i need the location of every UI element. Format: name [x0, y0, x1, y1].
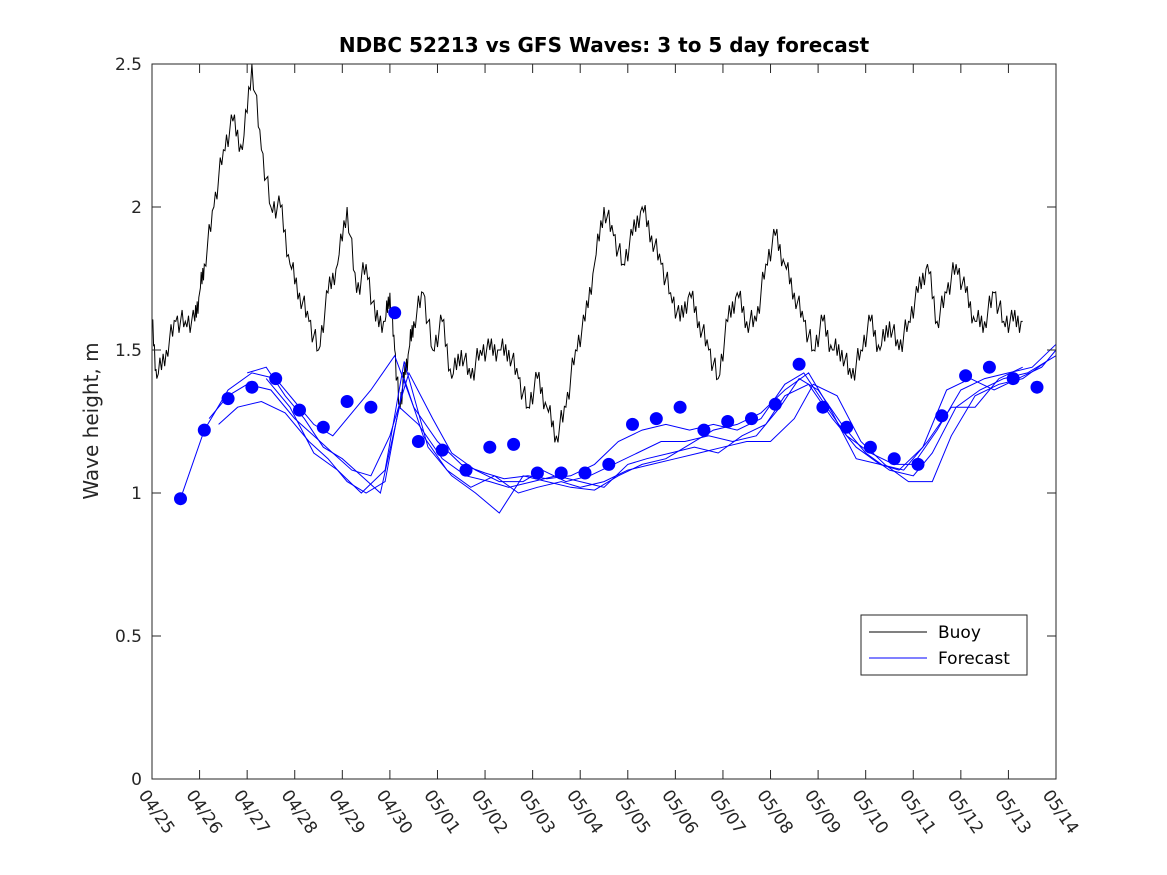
y-tick-label: 1	[131, 484, 142, 504]
forecast-point	[507, 437, 521, 451]
forecast-point	[745, 412, 758, 426]
forecast-markers	[174, 306, 1044, 506]
forecast-point	[887, 452, 901, 466]
forecast-point	[578, 466, 592, 480]
forecast-point	[602, 457, 616, 471]
forecast-point	[959, 369, 973, 383]
forecast-point	[388, 306, 402, 320]
forecast-point	[982, 360, 996, 374]
legend: Buoy Forecast	[860, 614, 1028, 676]
forecast-point	[768, 397, 782, 411]
y-axis: 0 0.5 1 1.5 2 2.5	[115, 55, 1056, 790]
forecast-point	[245, 380, 259, 394]
forecast-point	[1030, 380, 1044, 394]
forecast-point	[221, 392, 235, 406]
forecast-line	[247, 349, 1057, 494]
y-tick-label: 2	[131, 198, 142, 218]
forecast-point	[293, 403, 306, 417]
forecast-point	[197, 423, 211, 437]
y-tick-label: 1.5	[115, 341, 142, 361]
forecast-point	[721, 415, 735, 428]
forecast-point	[935, 409, 949, 423]
legend-buoy-label: Buoy	[938, 623, 981, 643]
y-tick-label: 0.5	[115, 627, 142, 647]
forecast-point	[673, 400, 687, 414]
forecast-point	[1006, 372, 1020, 386]
plot-area-frame	[151, 63, 1057, 780]
legend-forecast-label: Forecast	[938, 649, 1010, 669]
y-tick-label: 2.5	[115, 55, 142, 75]
y-tick-label: 0	[131, 770, 142, 790]
forecast-point	[435, 443, 449, 457]
forecast-point	[697, 423, 711, 437]
forecast-point	[530, 466, 544, 480]
buoy-series	[151, 63, 1023, 443]
chart-title: NDBC 52213 vs GFS Waves: 3 to 5 day fore…	[339, 33, 870, 57]
forecast-point	[816, 400, 830, 414]
forecast-point	[863, 440, 877, 454]
forecast-point	[411, 435, 425, 448]
buoy-line	[151, 63, 1023, 443]
forecast-point	[792, 357, 806, 371]
forecast-point	[364, 400, 378, 414]
forecast-point	[626, 417, 639, 431]
forecast-point	[269, 372, 283, 386]
forecast-point	[483, 440, 497, 454]
y-axis-label: Wave height, m	[79, 342, 103, 499]
forecast-point	[554, 466, 568, 480]
forecast-point	[911, 457, 925, 471]
forecast-point	[459, 463, 473, 477]
forecast-point	[174, 492, 187, 506]
forecast-point	[316, 420, 330, 434]
legend-box	[860, 614, 1028, 676]
forecast-point	[840, 420, 854, 434]
forecast-point	[649, 412, 663, 426]
forecast-line	[265, 361, 1023, 514]
forecast-point	[340, 395, 354, 408]
